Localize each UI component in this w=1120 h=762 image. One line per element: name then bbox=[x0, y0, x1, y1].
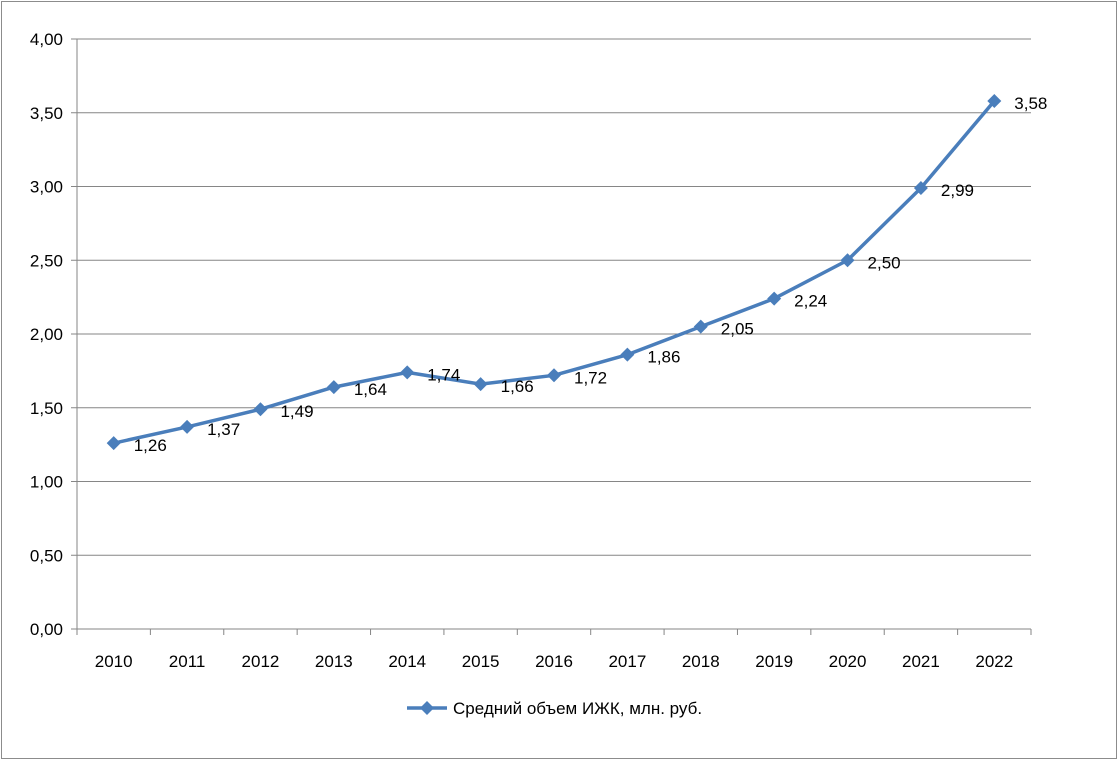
data-label: 2,24 bbox=[794, 292, 827, 311]
x-tick-label: 2014 bbox=[388, 652, 426, 671]
legend-marker-diamond bbox=[420, 701, 434, 715]
data-label: 1,86 bbox=[647, 348, 680, 367]
y-tick-label: 3,00 bbox=[30, 178, 63, 197]
y-tick-label: 0,50 bbox=[30, 546, 63, 565]
legend: Средний объем ИЖК, млн. руб. bbox=[407, 699, 702, 718]
data-label: 1,66 bbox=[501, 377, 534, 396]
x-tick-label: 2021 bbox=[902, 652, 940, 671]
series-line bbox=[113, 99, 996, 445]
y-tick-label: 1,50 bbox=[30, 399, 63, 418]
x-tick-label: 2018 bbox=[682, 652, 720, 671]
series-layer bbox=[106, 93, 1002, 451]
data-label: 1,74 bbox=[427, 365, 460, 384]
grid-lines bbox=[77, 38, 1031, 556]
data-point-marker bbox=[473, 377, 488, 392]
y-tick-labels: 0,00 0,50 1,00 1,50 2,00 2,50 3,00 3,50 4,00 bbox=[30, 30, 63, 639]
y-tick-label: 1,00 bbox=[30, 473, 63, 492]
data-label: 1,72 bbox=[574, 368, 607, 387]
data-point-marker bbox=[180, 419, 195, 434]
x-tick-label: 2016 bbox=[535, 652, 573, 671]
data-point-marker bbox=[326, 380, 341, 395]
data-label: 1,37 bbox=[207, 420, 240, 439]
data-point-marker bbox=[400, 365, 415, 380]
x-tick-label: 2012 bbox=[242, 652, 280, 671]
data-labels: 1,26 1,37 1,49 1,64 1,74 1,66 1,72 1,86 2,05 2,24… bbox=[134, 94, 1048, 455]
y-tick-label: 4,00 bbox=[30, 30, 63, 49]
data-label: 1,26 bbox=[134, 436, 167, 455]
x-tick-label: 2011 bbox=[169, 652, 206, 671]
data-point-marker bbox=[620, 347, 635, 362]
data-label: 3,58 bbox=[1014, 94, 1047, 113]
data-point-marker bbox=[693, 319, 708, 334]
data-point-marker bbox=[913, 180, 928, 195]
y-tick-label: 3,50 bbox=[30, 104, 63, 123]
x-tick-label: 2015 bbox=[462, 652, 500, 671]
data-point-marker bbox=[253, 402, 268, 417]
x-tick-label: 2017 bbox=[608, 652, 646, 671]
data-point-marker bbox=[840, 253, 855, 268]
data-label: 2,99 bbox=[941, 181, 974, 200]
x-tick-labels: 2010 2011 2012 2013 2014 2015 2016 2017 2018 2019… bbox=[95, 652, 1013, 671]
y-tick-label: 0,00 bbox=[30, 620, 63, 639]
x-tick-label: 2022 bbox=[975, 652, 1013, 671]
data-label: 2,50 bbox=[868, 253, 901, 272]
data-label: 1,49 bbox=[280, 402, 313, 421]
data-label: 1,64 bbox=[354, 380, 387, 399]
data-label: 2,05 bbox=[721, 320, 754, 339]
x-tick-label: 2010 bbox=[95, 652, 133, 671]
axes bbox=[71, 38, 1032, 635]
y-tick-label: 2,00 bbox=[30, 325, 63, 344]
x-tick-label: 2020 bbox=[829, 652, 867, 671]
data-point-marker bbox=[767, 291, 782, 306]
x-tick-label: 2019 bbox=[755, 652, 793, 671]
legend-label: Средний объем ИЖК, млн. руб. bbox=[453, 699, 702, 718]
data-point-marker bbox=[987, 93, 1002, 108]
x-tick-label: 2013 bbox=[315, 652, 353, 671]
data-point-marker bbox=[547, 368, 561, 383]
y-tick-label: 2,50 bbox=[30, 251, 63, 270]
data-point-marker bbox=[106, 436, 121, 451]
